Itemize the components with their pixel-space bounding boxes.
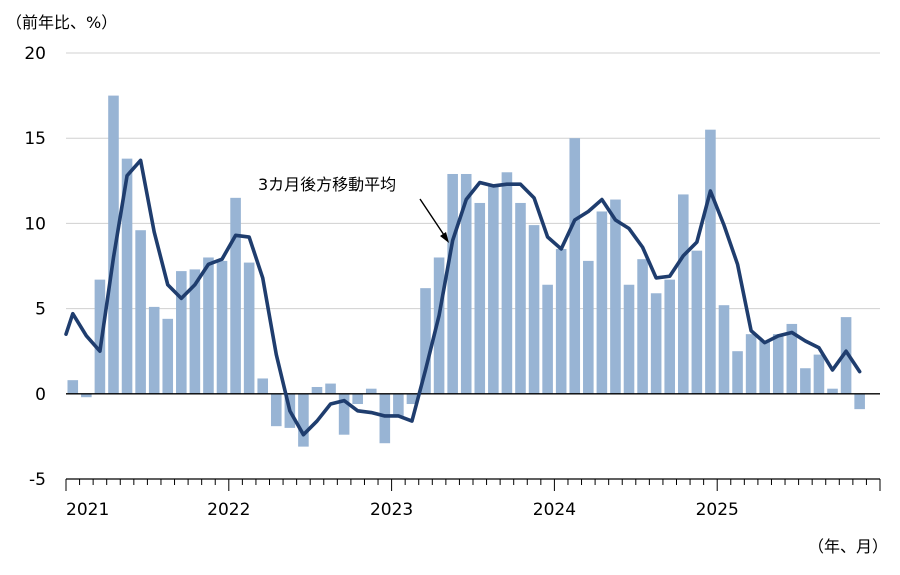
bar (325, 383, 336, 394)
bar (827, 388, 838, 394)
bar (338, 393, 350, 435)
x-tick-label: 2025 (696, 500, 739, 520)
annotation-arrow-head (440, 232, 449, 243)
bar (176, 271, 187, 394)
bar (257, 378, 269, 394)
bar (311, 386, 323, 394)
bar (840, 317, 852, 394)
bar (488, 185, 499, 394)
bar (528, 225, 540, 394)
bar (555, 248, 567, 394)
bar (298, 393, 309, 447)
x-tick-label: 2021 (66, 500, 109, 520)
y-tick-label: 10 (24, 214, 46, 234)
x-tick-label: 2022 (207, 500, 250, 520)
bar (162, 318, 174, 394)
bar (691, 250, 703, 394)
bar (677, 194, 689, 394)
bar-series (67, 95, 865, 447)
bar (569, 138, 581, 394)
bar (637, 259, 648, 394)
y-tick-label: 0 (35, 385, 46, 405)
bar (610, 199, 621, 394)
bar (67, 380, 79, 394)
bar (108, 95, 119, 394)
y-tick-label: 15 (24, 129, 46, 149)
bar (583, 260, 594, 394)
bar (745, 334, 757, 394)
bar (813, 354, 825, 394)
bar (352, 393, 363, 405)
bar (759, 340, 770, 394)
bar (270, 393, 282, 427)
bar (420, 288, 431, 394)
annotation-arrow-line (419, 198, 447, 239)
bar (203, 257, 214, 394)
bar (705, 129, 716, 394)
grid-lines (66, 52, 880, 480)
y-unit-label: （前年比、%） (6, 13, 117, 32)
bar (650, 293, 662, 394)
bar (474, 202, 486, 394)
bar (515, 202, 526, 394)
y-tick-label: 20 (24, 44, 46, 64)
bar (406, 393, 418, 405)
bar (189, 269, 201, 394)
x-unit-label: （年、月） (808, 537, 888, 556)
bar (393, 393, 404, 416)
bar (121, 158, 133, 394)
bar (800, 368, 811, 394)
x-tick-label: 2024 (533, 500, 576, 520)
y-tick-label: 5 (35, 300, 46, 320)
bar (216, 260, 228, 394)
bar (501, 172, 513, 394)
bar (772, 334, 784, 394)
bar (81, 393, 92, 398)
bar (786, 323, 798, 394)
bar (135, 230, 146, 394)
y-axis-labels: -5 0 5 10 15 20 (24, 44, 46, 490)
bar (623, 284, 635, 394)
bar (542, 284, 553, 394)
moving-average-annotation: 3カ月後方移動平均 (258, 175, 396, 194)
bar (148, 306, 160, 394)
x-tick-label: 2023 (370, 500, 413, 520)
bar (243, 262, 255, 394)
y-tick-label: -5 (29, 470, 46, 490)
moving-average-line (64, 158, 862, 437)
bar (365, 388, 377, 394)
bar (596, 211, 608, 394)
bar (433, 257, 445, 394)
bar (854, 393, 865, 410)
bar (94, 279, 106, 394)
bar (460, 173, 472, 394)
bar (379, 393, 391, 444)
bar (230, 197, 241, 394)
bar (664, 279, 676, 394)
bar (718, 305, 730, 394)
bar (447, 173, 458, 394)
bar (732, 351, 743, 394)
x-axis: 2021 2022 2023 2024 2025 (65, 478, 881, 520)
